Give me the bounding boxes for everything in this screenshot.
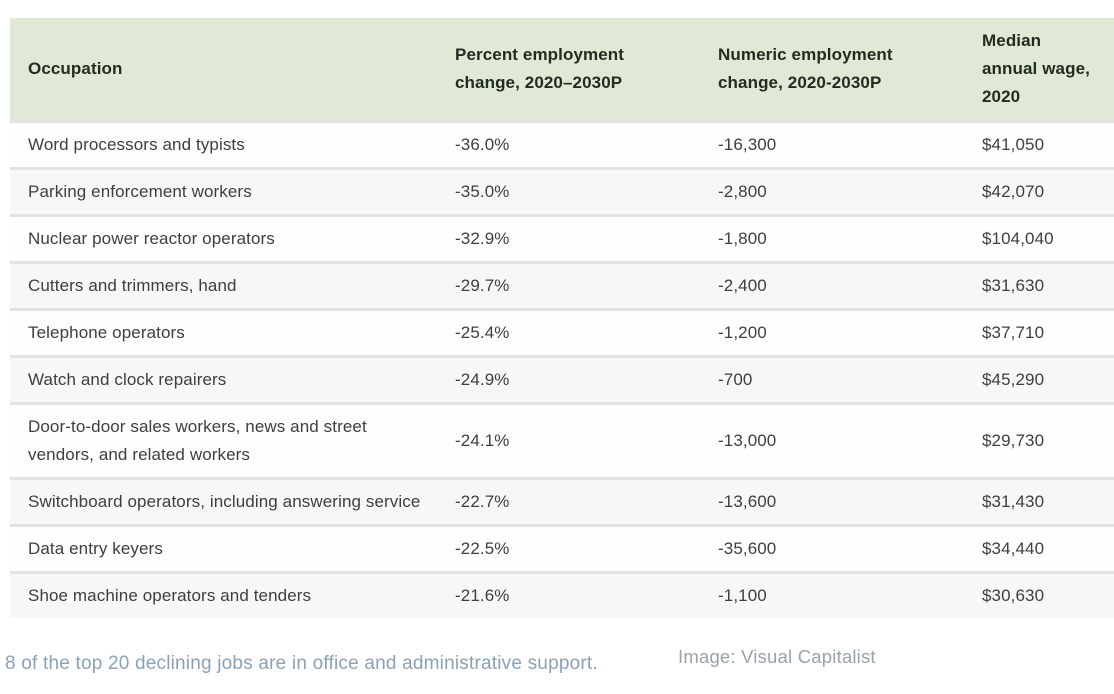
table-row: Data entry keyers -22.5% -35,600 $34,440 <box>10 525 1114 573</box>
table-row: Cutters and trimmers, hand -29.7% -2,400 $3… <box>10 262 1114 310</box>
table-row: Nuclear power reactor operators -32.9% -1,… <box>10 215 1114 263</box>
table-row: Watch and clock repairers -24.9% -700 $45,2… <box>10 356 1114 404</box>
cell-median-wage: $42,070 <box>982 182 1045 201</box>
cell-median-wage: $34,440 <box>982 539 1045 558</box>
cell-occupation: Word processors and typists <box>28 135 245 154</box>
cell-percent-change: -24.9% <box>455 370 510 389</box>
cell-numeric-change: -2,800 <box>718 182 767 201</box>
cell-numeric-change: -13,000 <box>718 431 777 450</box>
cell-percent-change: -29.7% <box>455 276 510 295</box>
cell-occupation: Telephone operators <box>28 323 185 342</box>
cell-numeric-change: -700 <box>718 370 753 389</box>
cell-occupation: Shoe machine operators and tenders <box>28 586 312 605</box>
cell-occupation: Door-to-door sales workers, news and str… <box>28 417 367 464</box>
cell-numeric-change: -16,300 <box>718 135 777 154</box>
cell-numeric-change: -1,100 <box>718 586 767 605</box>
cell-numeric-change: -2,400 <box>718 276 767 295</box>
cell-percent-change: -22.7% <box>455 492 510 511</box>
table-header-row: Occupation Percent employment change, 202… <box>10 18 1114 122</box>
cell-occupation: Data entry keyers <box>28 539 163 558</box>
table-row: Telephone operators -25.4% -1,200 $37,710 <box>10 309 1114 357</box>
cell-median-wage: $30,630 <box>982 586 1045 605</box>
table-row: Door-to-door sales workers, news and str… <box>10 403 1114 479</box>
table-row: Switchboard operators, including answeri… <box>10 478 1114 526</box>
cell-median-wage: $45,290 <box>982 370 1045 389</box>
cell-occupation: Parking enforcement workers <box>28 182 252 201</box>
column-header-median-wage: Median annual wage, 2020 <box>967 18 1114 122</box>
cell-percent-change: -21.6% <box>455 586 510 605</box>
cell-percent-change: -35.0% <box>455 182 510 201</box>
declining-jobs-table: Occupation Percent employment change, 202… <box>10 18 1114 618</box>
cell-numeric-change: -1,200 <box>718 323 767 342</box>
table-caption: 8 of the top 20 declining jobs are in of… <box>5 653 598 674</box>
cell-occupation: Nuclear power reactor operators <box>28 229 275 248</box>
column-header-numeric-change: Numeric employment change, 2020-2030P <box>703 18 967 122</box>
column-header-occupation: Occupation <box>10 18 440 122</box>
cell-median-wage: $41,050 <box>982 135 1045 154</box>
image-credit: Image: Visual Capitalist <box>678 646 876 667</box>
cell-percent-change: -36.0% <box>455 135 510 154</box>
cell-percent-change: -24.1% <box>455 431 510 450</box>
cell-occupation: Cutters and trimmers, hand <box>28 276 237 295</box>
cell-occupation: Watch and clock repairers <box>28 370 227 389</box>
cell-numeric-change: -13,600 <box>718 492 777 511</box>
table-row: Shoe machine operators and tenders -21.6%… <box>10 572 1114 618</box>
cell-median-wage: $37,710 <box>982 323 1045 342</box>
declining-jobs-table-container: Occupation Percent employment change, 202… <box>10 18 1114 618</box>
table-row: Parking enforcement workers -35.0% -2,800 $… <box>10 168 1114 216</box>
cell-median-wage: $31,630 <box>982 276 1045 295</box>
cell-percent-change: -22.5% <box>455 539 510 558</box>
table-body: Word processors and typists -36.0% -16,300… <box>10 121 1114 618</box>
table-row: Word processors and typists -36.0% -16,300… <box>10 121 1114 169</box>
cell-numeric-change: -1,800 <box>718 229 767 248</box>
cell-median-wage: $29,730 <box>982 431 1045 450</box>
cell-median-wage: $104,040 <box>982 229 1054 248</box>
column-header-percent-change: Percent employment change, 2020–2030P <box>440 18 703 122</box>
cell-median-wage: $31,430 <box>982 492 1045 511</box>
cell-occupation: Switchboard operators, including answeri… <box>28 492 421 511</box>
table-header: Occupation Percent employment change, 202… <box>10 18 1114 122</box>
cell-numeric-change: -35,600 <box>718 539 777 558</box>
cell-percent-change: -32.9% <box>455 229 510 248</box>
cell-percent-change: -25.4% <box>455 323 510 342</box>
